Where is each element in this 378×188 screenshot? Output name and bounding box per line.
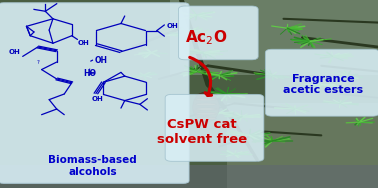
Text: HO: HO (83, 69, 96, 78)
FancyBboxPatch shape (265, 49, 378, 116)
Text: CsPW cat
solvent free: CsPW cat solvent free (157, 118, 247, 146)
FancyBboxPatch shape (0, 3, 189, 183)
Text: OH: OH (9, 49, 21, 55)
Text: Fragrance
acetic esters: Fragrance acetic esters (283, 74, 363, 95)
Ellipse shape (193, 92, 219, 122)
Text: OH: OH (77, 40, 89, 46)
FancyBboxPatch shape (165, 94, 264, 161)
Text: OH: OH (94, 56, 107, 65)
Text: ?: ? (36, 60, 39, 65)
FancyBboxPatch shape (227, 103, 378, 188)
Ellipse shape (196, 112, 216, 115)
Ellipse shape (196, 94, 216, 96)
FancyBboxPatch shape (170, 0, 378, 75)
Ellipse shape (196, 108, 216, 110)
Bar (0, 165, 378, 188)
Ellipse shape (196, 103, 216, 106)
FancyBboxPatch shape (178, 6, 258, 60)
Text: Biomass-based
alcohols: Biomass-based alcohols (48, 155, 137, 177)
Text: OH: OH (166, 23, 178, 29)
Text: Ac$_2$O: Ac$_2$O (185, 28, 227, 47)
Text: OH: OH (92, 96, 104, 102)
Ellipse shape (196, 98, 216, 101)
Ellipse shape (196, 117, 216, 120)
